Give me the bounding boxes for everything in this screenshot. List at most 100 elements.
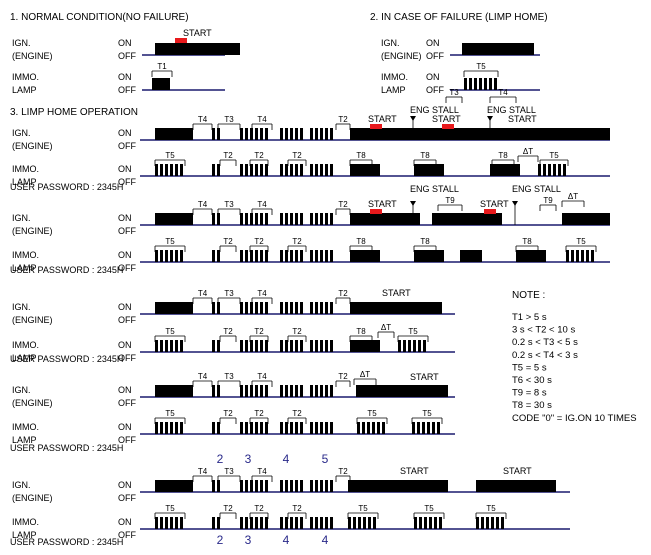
start-marker: [484, 209, 496, 214]
blink-pulse: [325, 250, 328, 262]
blink-pulse: [290, 213, 293, 225]
engine-label: (ENGINE): [12, 315, 53, 325]
code-digit: 4: [283, 533, 290, 547]
blink-pulse: [280, 250, 283, 262]
blink-pulse: [320, 517, 323, 529]
blink-pulse: [310, 517, 313, 529]
signal-high-block: [350, 250, 380, 262]
code-digit: 3: [245, 452, 252, 466]
blink-pulse: [310, 385, 313, 397]
user-password-label: USER PASSWORD : 2345H: [10, 354, 123, 364]
blink-pulse: [586, 250, 589, 262]
blink-pulse: [180, 517, 183, 529]
immo-label: IMMO.: [12, 72, 39, 82]
lamp-label: LAMP: [12, 85, 37, 95]
blink-pulse: [217, 302, 220, 314]
blink-pulse: [325, 517, 328, 529]
blink-pulse: [245, 517, 248, 529]
blink-pulse: [538, 164, 541, 176]
blink-pulse: [320, 250, 323, 262]
start-label: START: [508, 114, 537, 124]
blink-pulse: [353, 517, 356, 529]
engine-label: (ENGINE): [381, 51, 422, 61]
blink-pulse: [358, 517, 361, 529]
start-label: START: [503, 466, 532, 476]
engine-label: (ENGINE): [12, 141, 53, 151]
start-marker: [442, 124, 454, 129]
interval-label: T2: [223, 151, 233, 160]
stall-arrow: [512, 201, 518, 206]
on-label: ON: [118, 213, 132, 223]
interval-label: T3: [449, 88, 459, 97]
blink-pulse: [315, 164, 318, 176]
ign-label: IGN.: [12, 302, 31, 312]
blink-pulse: [422, 422, 425, 434]
blink-pulse: [155, 517, 158, 529]
blink-pulse: [295, 128, 298, 140]
blink-pulse: [255, 164, 258, 176]
blink-pulse: [240, 480, 243, 492]
interval-label: T1: [157, 62, 167, 71]
interval-label: T2: [254, 237, 264, 246]
signal-high-block: [155, 128, 193, 140]
interval-label: T5: [576, 237, 586, 246]
code-digit: 3: [245, 533, 252, 547]
blink-pulse: [315, 213, 318, 225]
blink-pulse: [280, 302, 283, 314]
blink-pulse: [255, 302, 258, 314]
blink-pulse: [295, 480, 298, 492]
start-marker: [370, 124, 382, 129]
blink-pulse: [330, 213, 333, 225]
blink-pulse: [285, 517, 288, 529]
blink-pulse: [260, 250, 263, 262]
blink-pulse: [414, 517, 417, 529]
blink-pulse: [250, 422, 253, 434]
blink-pulse: [265, 385, 268, 397]
blink-pulse: [501, 517, 504, 529]
blink-pulse: [217, 385, 220, 397]
blink-pulse: [320, 302, 323, 314]
blink-pulse: [255, 480, 258, 492]
blink-pulse: [217, 250, 220, 262]
signal-high-block: [414, 164, 444, 176]
blink-pulse: [367, 422, 370, 434]
blink-pulse: [245, 480, 248, 492]
start-label: START: [183, 28, 212, 38]
blink-pulse: [290, 128, 293, 140]
off-label: OFF: [118, 263, 136, 273]
blink-pulse: [476, 517, 479, 529]
interval-label: T4: [257, 115, 267, 124]
interval-label: T2: [338, 200, 348, 209]
interval-label: T3: [224, 200, 234, 209]
blink-pulse: [363, 517, 366, 529]
note-title: NOTE :: [512, 290, 545, 301]
blink-pulse: [300, 302, 303, 314]
interval-label: T8: [420, 237, 430, 246]
interval-label: T3: [224, 289, 234, 298]
start-label: START: [410, 372, 439, 382]
blink-pulse: [155, 422, 158, 434]
blink-pulse: [290, 517, 293, 529]
interval-label: T4: [198, 372, 208, 381]
blink-pulse: [310, 422, 313, 434]
blink-pulse: [290, 250, 293, 262]
blink-pulse: [290, 422, 293, 434]
blink-pulse: [295, 164, 298, 176]
blink-pulse: [357, 422, 360, 434]
blink-pulse: [212, 385, 215, 397]
blink-pulse: [180, 164, 183, 176]
interval-label: T9: [445, 196, 455, 205]
blink-pulse: [175, 164, 178, 176]
blink-pulse: [295, 302, 298, 314]
blink-pulse: [165, 164, 168, 176]
eng-stall-label: ENG STALL: [512, 184, 561, 194]
blink-pulse: [300, 517, 303, 529]
blink-pulse: [377, 422, 380, 434]
blink-pulse: [553, 164, 556, 176]
blink-pulse: [255, 422, 258, 434]
note-line: 3 s < T2 < 10 s: [512, 325, 575, 336]
blink-pulse: [315, 250, 318, 262]
note-line: T9 = 8 s: [512, 388, 547, 399]
blink-pulse: [255, 517, 258, 529]
blink-pulse: [290, 340, 293, 352]
